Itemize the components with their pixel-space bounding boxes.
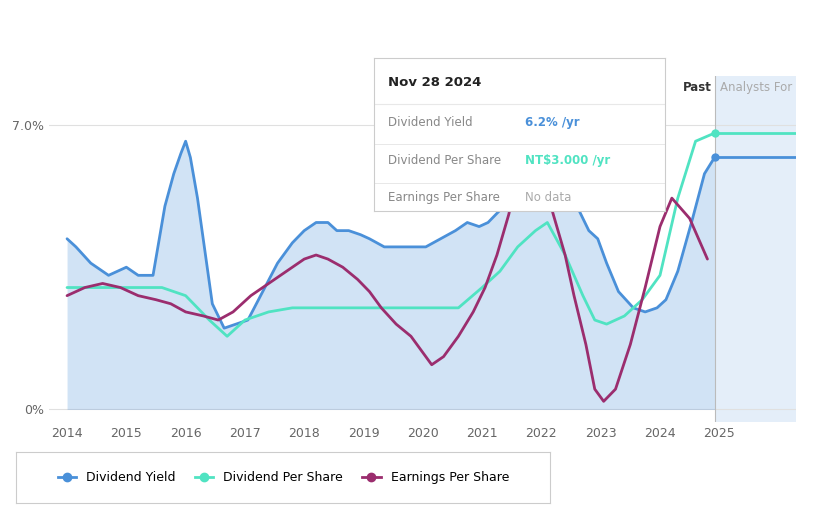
- Text: Analysts For: Analysts For: [721, 81, 793, 94]
- Text: Past: Past: [683, 81, 712, 94]
- Bar: [714, 76, 796, 422]
- Text: Dividend Per Share: Dividend Per Share: [388, 154, 502, 167]
- Text: Earnings Per Share: Earnings Per Share: [388, 190, 500, 204]
- Text: NT$3.000 /yr: NT$3.000 /yr: [525, 154, 610, 167]
- Text: Dividend Yield: Dividend Yield: [388, 116, 473, 129]
- Text: Nov 28 2024: Nov 28 2024: [388, 76, 481, 89]
- Text: 6.2% /yr: 6.2% /yr: [525, 116, 580, 129]
- Text: No data: No data: [525, 190, 571, 204]
- Legend: Dividend Yield, Dividend Per Share, Earnings Per Share: Dividend Yield, Dividend Per Share, Earn…: [51, 465, 516, 490]
